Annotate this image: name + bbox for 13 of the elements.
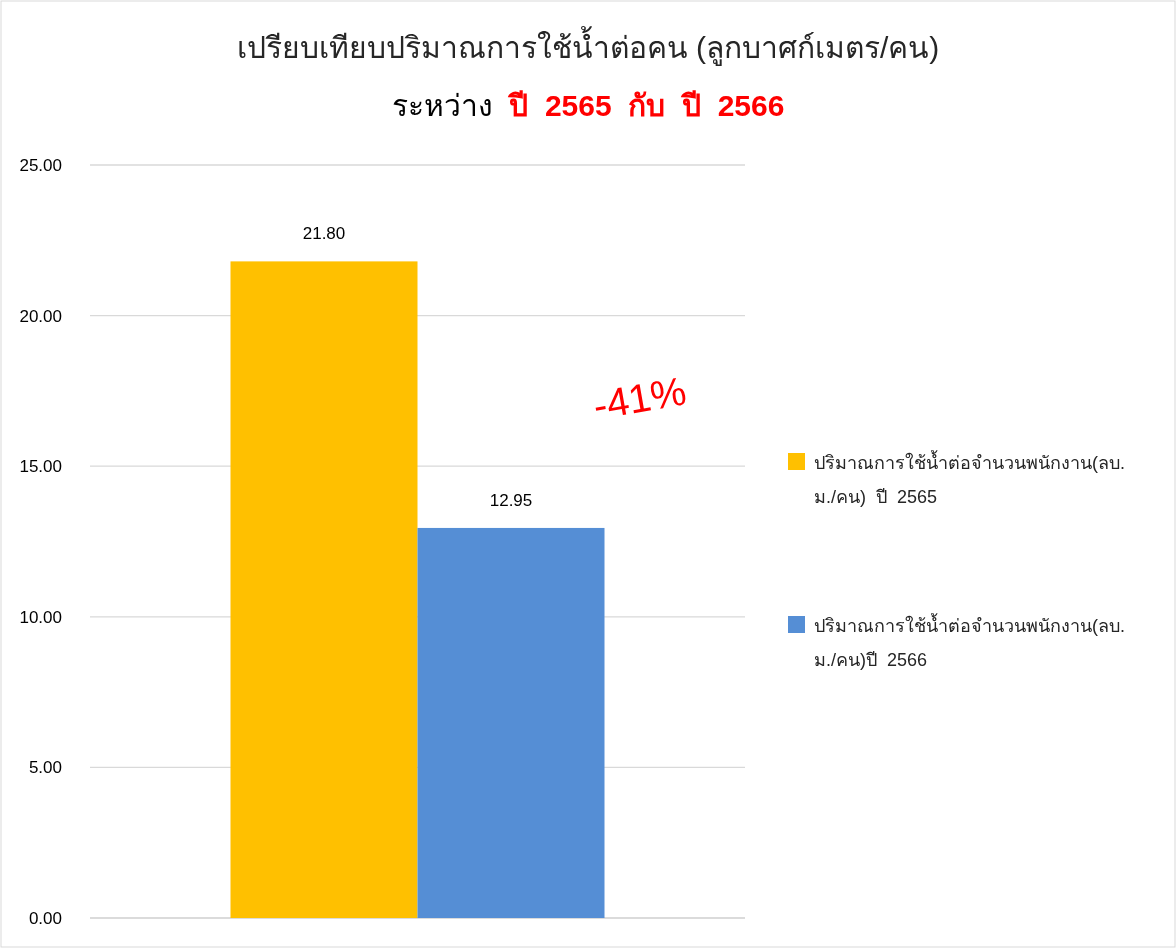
- y-tick-label: 15.00: [19, 457, 62, 477]
- data-label: 12.95: [489, 490, 533, 510]
- chart-subtitle: ระหว่าง ปี 2565 กับ ปี 2566: [391, 89, 785, 122]
- y-tick-label: 10.00: [19, 607, 62, 627]
- y-tick-label: 20.00: [19, 306, 62, 326]
- data-label: 21.80: [302, 224, 346, 244]
- chart-title: เปรียบเทียบปริมาณการใช้น้ำต่อคน (ลูกบาศก์เมตร/คน): [236, 26, 940, 66]
- annotation: -41%: [589, 368, 690, 428]
- y-tick-label: 5.00: [28, 758, 62, 778]
- y-tick-label: 25.00: [19, 156, 62, 175]
- y-tick-label: 0.00: [28, 909, 62, 928]
- legend-label: ปริมาณการใช้น้ำต่อจำนวนพนักงาน(ลบ.ม./คน) ปี 2565: [814, 450, 1125, 507]
- legend-label: ปริมาณการใช้น้ำต่อจำนวนพนักงาน(ลบ.ม./คน)ปี 2566: [814, 613, 1125, 670]
